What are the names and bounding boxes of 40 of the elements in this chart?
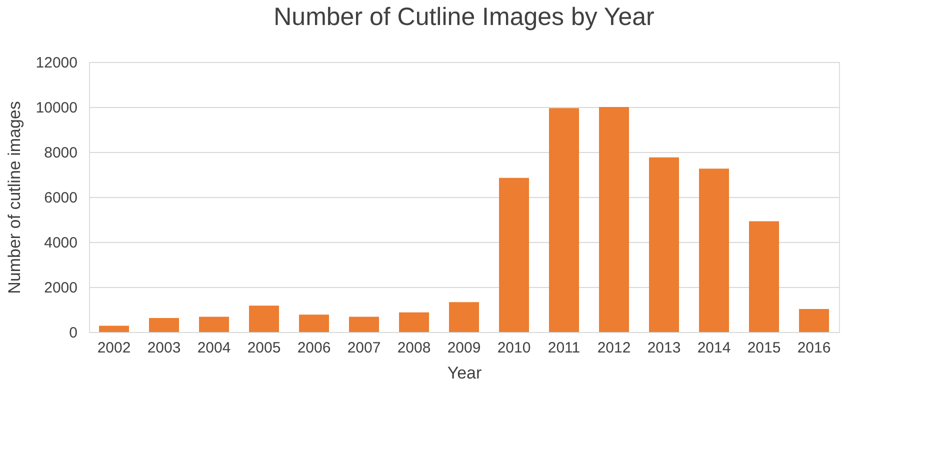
bar: [299, 314, 329, 332]
y-tick-label: 8000: [44, 144, 78, 162]
x-tick-label: 2012: [597, 340, 631, 356]
y-tick-label: 0: [69, 324, 78, 342]
x-tick-label: 2014: [697, 340, 731, 356]
y-tick-label: 10000: [36, 100, 78, 116]
bar: [249, 306, 279, 332]
x-axis-title: Year: [447, 364, 482, 382]
x-tick-label: 2013: [647, 340, 681, 356]
x-tick-label: 2004: [197, 340, 231, 356]
x-tick-label: 2009: [447, 340, 481, 356]
bar: [349, 316, 379, 332]
bar: [749, 221, 779, 332]
x-tick-label: 2005: [247, 340, 281, 356]
bar: [599, 107, 629, 332]
x-tick-label: 2016: [797, 340, 831, 356]
bar: [199, 316, 229, 332]
x-tick-label: 2007: [347, 340, 381, 356]
x-tick-label: 2015: [747, 340, 781, 356]
x-tick-label: 2002: [97, 340, 131, 356]
chart-title: Number of Cutline Images by Year: [274, 3, 654, 31]
y-tick-label: 12000: [36, 54, 78, 72]
x-tick-label: 2003: [147, 340, 181, 356]
y-tick-label: 6000: [44, 190, 78, 206]
bar: [449, 302, 479, 332]
bar: [549, 108, 579, 332]
bar: [99, 326, 129, 332]
x-tick-label: 2011: [548, 340, 580, 356]
y-axis-title: Number of cutline images: [4, 101, 24, 294]
bar: [149, 318, 179, 332]
x-tick-label: 2008: [397, 340, 431, 356]
bar: [399, 312, 429, 332]
bar: [499, 178, 529, 332]
x-tick-label: 2010: [497, 340, 531, 356]
bar: [649, 157, 679, 332]
y-tick-label: 4000: [44, 234, 78, 252]
bar: [699, 168, 729, 332]
y-tick-label: 2000: [44, 280, 78, 296]
bar: [799, 309, 829, 332]
x-tick-label: 2006: [297, 340, 331, 356]
